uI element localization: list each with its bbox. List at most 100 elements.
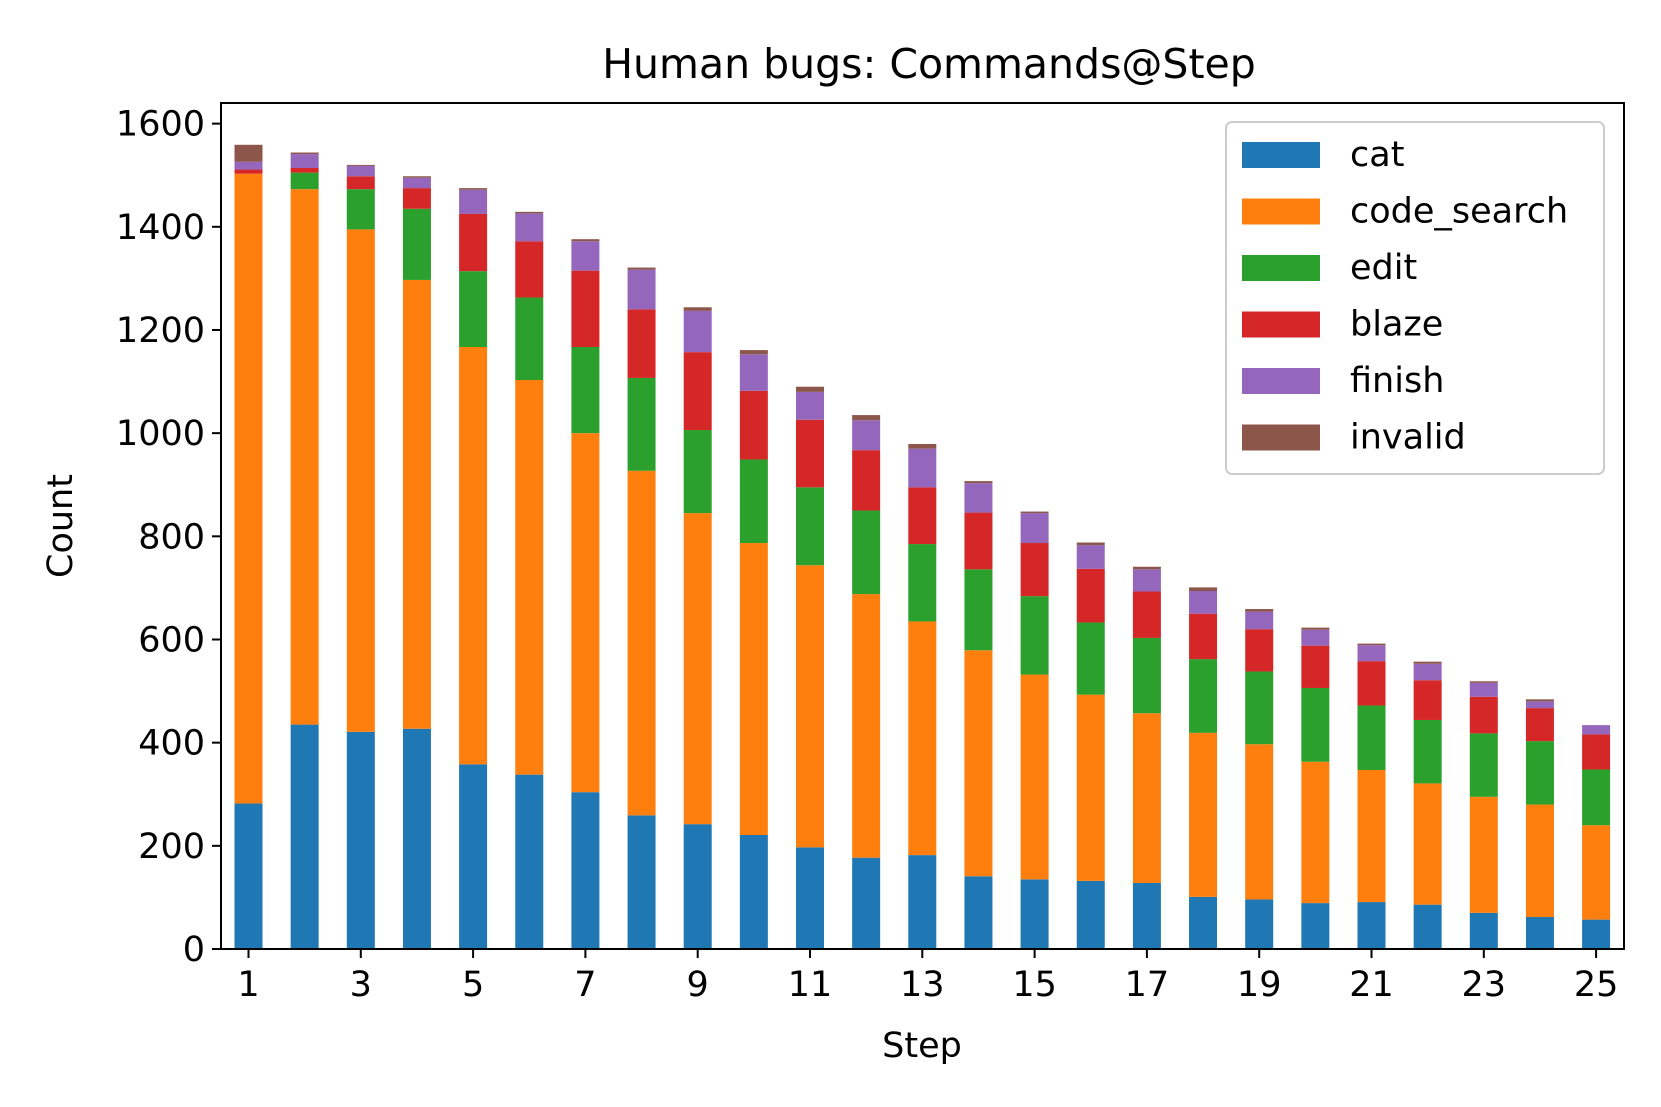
bar-cat-step-10: [739, 835, 768, 949]
bar-cat-step-22: [1413, 904, 1442, 949]
bar-edit-step-18: [1189, 659, 1218, 733]
bar-invalid-step-10: [739, 350, 768, 355]
bar-finish-step-24: [1525, 701, 1554, 709]
bar-invalid-step-20: [1301, 627, 1330, 630]
bar-cat-step-19: [1245, 899, 1274, 949]
x-tick-label: 21: [1349, 965, 1394, 1005]
bar-finish-step-13: [908, 448, 937, 488]
legend-label-edit: edit: [1350, 248, 1417, 288]
bar-cat-step-18: [1189, 896, 1218, 949]
legend-swatch-finish: [1242, 368, 1320, 394]
bar-code_search-step-18: [1189, 732, 1218, 897]
bar-blaze-step-5: [459, 213, 488, 272]
bar-edit-step-3: [346, 189, 375, 230]
y-tick-label: 200: [138, 827, 205, 867]
bar-code_search-step-2: [290, 189, 319, 725]
bar-invalid-step-7: [571, 239, 600, 242]
bar-cat-step-12: [852, 857, 881, 949]
bar-code_search-step-14: [964, 650, 993, 877]
bar-finish-step-18: [1189, 591, 1218, 614]
y-tick-label: 0: [183, 930, 205, 970]
bar-blaze-step-23: [1469, 696, 1498, 734]
bar-finish-step-6: [515, 213, 544, 242]
bar-blaze-step-12: [852, 450, 881, 511]
legend-label-blaze: blaze: [1350, 305, 1443, 345]
bar-code_search-step-7: [571, 433, 600, 793]
bar-invalid-step-11: [796, 386, 824, 392]
bar-blaze-step-2: [290, 168, 319, 173]
y-tick-label: 1200: [116, 311, 205, 351]
bar-edit-step-9: [683, 430, 712, 514]
x-tick-label: 17: [1125, 965, 1170, 1005]
bar-cat-step-6: [515, 774, 544, 949]
bar-code_search-step-13: [908, 621, 937, 856]
bar-invalid-step-4: [402, 176, 431, 178]
x-tick-label: 7: [574, 965, 596, 1005]
legend-swatch-code_search: [1242, 198, 1320, 225]
bar-edit-step-2: [290, 172, 319, 190]
y-tick-label: 800: [138, 517, 205, 557]
bar-cat-step-25: [1582, 919, 1611, 949]
bar-invalid-step-6: [515, 211, 544, 214]
bar-blaze-step-17: [1132, 591, 1161, 638]
bar-code_search-step-17: [1132, 713, 1161, 883]
x-tick-label: 5: [462, 965, 484, 1005]
bar-finish-step-19: [1245, 611, 1274, 630]
bar-invalid-step-23: [1469, 681, 1498, 683]
legend-swatch-edit: [1242, 255, 1320, 281]
x-tick-label: 15: [1012, 965, 1057, 1005]
bar-edit-step-20: [1301, 687, 1330, 762]
legend-box: [1225, 121, 1605, 475]
x-tick-label: 11: [788, 965, 833, 1005]
bar-edit-step-17: [1132, 637, 1161, 714]
x-tick-label: 25: [1574, 965, 1619, 1005]
bar-code_search-step-15: [1020, 674, 1049, 880]
bar-edit-step-13: [908, 544, 937, 622]
bar-finish-step-1: [234, 161, 263, 170]
bar-cat-step-20: [1301, 903, 1330, 949]
chart-title: Human bugs: Commands@Step: [602, 40, 1256, 88]
bar-finish-step-23: [1469, 682, 1498, 697]
legend-label-finish: finish: [1350, 361, 1444, 401]
bar-code_search-step-8: [627, 470, 656, 816]
bars-group: [234, 144, 1611, 949]
bar-cat-step-23: [1469, 912, 1498, 949]
bar-code_search-step-21: [1357, 770, 1386, 903]
bar-blaze-step-6: [515, 241, 544, 298]
plot-frame: [220, 102, 1625, 950]
x-tick-label: 23: [1462, 965, 1507, 1005]
bar-edit-step-7: [571, 347, 600, 434]
bar-code_search-step-22: [1413, 783, 1442, 905]
bar-invalid-step-15: [1020, 511, 1049, 514]
bar-edit-step-16: [1076, 622, 1105, 695]
bar-edit-step-6: [515, 297, 544, 381]
bar-finish-step-21: [1357, 645, 1386, 662]
bar-blaze-step-16: [1076, 568, 1105, 623]
bar-cat-step-8: [627, 815, 656, 949]
bar-cat-step-1: [234, 803, 263, 949]
bar-edit-step-12: [852, 510, 881, 595]
bar-invalid-step-2: [290, 152, 319, 155]
legend-swatch-invalid: [1242, 424, 1320, 451]
bar-invalid-step-17: [1132, 566, 1161, 570]
bar-finish-step-14: [964, 483, 993, 513]
bar-invalid-step-24: [1525, 699, 1554, 702]
bar-cat-step-13: [908, 855, 937, 949]
bar-invalid-step-9: [683, 307, 712, 311]
bar-code_search-step-9: [683, 513, 712, 825]
bar-invalid-step-5: [459, 188, 488, 190]
bar-code_search-step-19: [1245, 744, 1274, 900]
bar-edit-step-21: [1357, 705, 1386, 770]
bar-finish-step-15: [1020, 513, 1049, 544]
x-tick-label: 3: [350, 965, 372, 1005]
bar-blaze-step-1: [234, 169, 263, 174]
legend-label-cat: cat: [1350, 135, 1404, 175]
bar-blaze-step-4: [402, 188, 431, 209]
bar-cat-step-15: [1020, 879, 1049, 949]
bar-edit-step-8: [627, 377, 656, 471]
bar-finish-step-17: [1132, 569, 1161, 592]
bar-finish-step-16: [1076, 545, 1105, 569]
bar-finish-step-3: [346, 165, 375, 177]
bar-code_search-step-4: [402, 279, 431, 729]
legend-label-invalid: invalid: [1350, 418, 1466, 458]
